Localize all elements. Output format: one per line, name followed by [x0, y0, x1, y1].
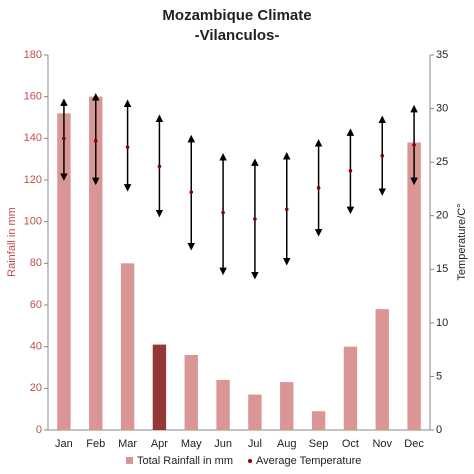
- bar: [57, 113, 71, 430]
- temperature-point: [380, 153, 385, 158]
- temperature-point: [157, 164, 162, 169]
- x-tick-label: Dec: [404, 438, 424, 450]
- y2-tick-label: 35: [436, 49, 448, 61]
- temperature-point: [189, 190, 194, 194]
- y2-tick-label: 0: [436, 424, 442, 436]
- x-tick-label: Apr: [151, 438, 168, 450]
- legend-marker: [248, 459, 252, 463]
- temperature-point: [221, 210, 225, 215]
- x-tick-label: Sep: [309, 438, 329, 450]
- y2-axis-label: Temperature/C°: [456, 203, 468, 280]
- temperature-point: [62, 136, 66, 141]
- temperature-point: [125, 145, 130, 149]
- y-tick-label: 180: [24, 49, 42, 61]
- legend-swatch: [126, 457, 133, 464]
- y2-tick-label: 25: [436, 156, 448, 168]
- bar: [152, 344, 167, 430]
- bar: [343, 346, 358, 430]
- bar: [248, 394, 262, 430]
- x-tick-label: Aug: [277, 438, 297, 450]
- bar: [120, 263, 135, 430]
- legend-label: Average Temperature: [256, 455, 361, 467]
- y-tick-label: 0: [36, 424, 42, 436]
- y-tick-label: 100: [24, 216, 42, 228]
- y-axis-label: Rainfall in mm: [6, 207, 18, 277]
- y2-tick-label: 20: [436, 210, 448, 222]
- bar: [216, 380, 230, 430]
- chart-subtitle: -Vilanculos-: [195, 27, 280, 44]
- bar: [407, 142, 421, 430]
- temperature-point: [253, 217, 257, 221]
- x-tick-label: Oct: [342, 438, 359, 450]
- x-tick-label: May: [181, 438, 202, 450]
- y-tick-label: 60: [30, 299, 42, 311]
- x-tick-label: Jun: [214, 438, 232, 450]
- y2-tick-label: 30: [436, 102, 448, 114]
- y-tick-label: 140: [24, 132, 42, 144]
- x-tick-label: Jan: [55, 438, 73, 450]
- bar: [375, 309, 389, 430]
- chart-title: Mozambique Climate: [162, 7, 311, 24]
- y-tick-label: 40: [30, 341, 42, 353]
- x-tick-label: Jul: [248, 438, 262, 450]
- temperature-point: [284, 207, 289, 212]
- y2-tick-label: 10: [436, 317, 448, 329]
- x-tick-label: Mar: [118, 438, 137, 450]
- y-tick-label: 80: [30, 257, 42, 269]
- x-tick-label: Nov: [372, 438, 392, 450]
- temperature-point: [348, 168, 353, 173]
- x-tick-label: Feb: [86, 438, 105, 450]
- bar: [311, 411, 326, 430]
- y-tick-label: 20: [30, 382, 42, 394]
- y2-tick-label: 5: [436, 370, 442, 382]
- y-tick-label: 160: [24, 91, 42, 103]
- bar: [280, 382, 294, 430]
- y2-tick-label: 15: [436, 263, 448, 275]
- y-tick-label: 120: [24, 174, 42, 186]
- bar: [184, 355, 198, 430]
- legend-label: Total Rainfall in mm: [137, 455, 233, 467]
- temperature-point: [93, 138, 98, 143]
- temperature-point: [316, 186, 321, 190]
- temperature-point: [412, 143, 416, 147]
